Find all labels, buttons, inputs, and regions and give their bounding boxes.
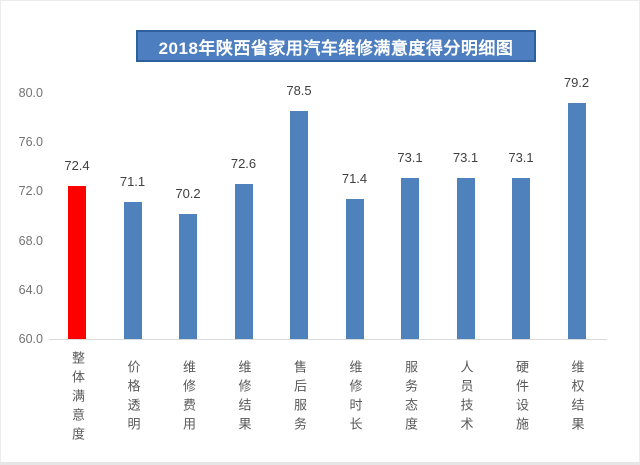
bar bbox=[234, 184, 253, 339]
category-label: 维修费用 bbox=[181, 360, 196, 436]
category-label: 维权结果 bbox=[569, 360, 585, 436]
y-axis-tick-label: 72.0 bbox=[18, 184, 43, 199]
category-label: 售后服务 bbox=[292, 360, 307, 436]
category-label: 维修结果 bbox=[236, 360, 252, 436]
bar-value-label: 70.2 bbox=[175, 185, 201, 201]
bar-highlighted bbox=[68, 186, 86, 339]
bar bbox=[567, 102, 586, 339]
x-axis-baseline bbox=[49, 339, 607, 340]
category-label: 维修时长 bbox=[347, 360, 363, 436]
bar bbox=[345, 198, 364, 339]
bar bbox=[512, 177, 530, 339]
bar-value-label: 73.1 bbox=[397, 149, 423, 165]
bar-value-label: 73.1 bbox=[508, 149, 534, 165]
bar-value-label: 79.2 bbox=[563, 74, 590, 90]
category-label: 硬件设施 bbox=[514, 360, 529, 436]
bar bbox=[456, 177, 475, 339]
y-axis-tick-label: 64.0 bbox=[18, 282, 43, 297]
bar-value-label: 78.5 bbox=[286, 83, 312, 99]
bar bbox=[401, 177, 419, 339]
bar bbox=[290, 111, 308, 339]
category-label: 整体满意度 bbox=[70, 350, 85, 446]
bar-value-label: 72.6 bbox=[230, 156, 257, 172]
chart-title: 2018年陕西省家用汽车维修满意度得分明细图 bbox=[136, 30, 536, 62]
bar-value-label: 72.4 bbox=[64, 158, 90, 174]
category-label: 服务态度 bbox=[403, 360, 418, 436]
bar bbox=[123, 202, 142, 339]
category-label: 人员技术 bbox=[458, 360, 474, 436]
y-axis-tick-label: 60.0 bbox=[18, 332, 43, 346]
bar-value-label: 71.4 bbox=[341, 170, 368, 186]
bar bbox=[179, 213, 197, 339]
y-axis-tick-label: 68.0 bbox=[18, 233, 43, 248]
y-axis-tick-label: 76.0 bbox=[18, 135, 43, 150]
bar-value-label: 73.1 bbox=[452, 149, 479, 165]
category-label: 价格透明 bbox=[125, 360, 141, 436]
y-axis-tick-label: 80.0 bbox=[18, 86, 43, 100]
bar-value-label: 71.1 bbox=[119, 174, 146, 190]
